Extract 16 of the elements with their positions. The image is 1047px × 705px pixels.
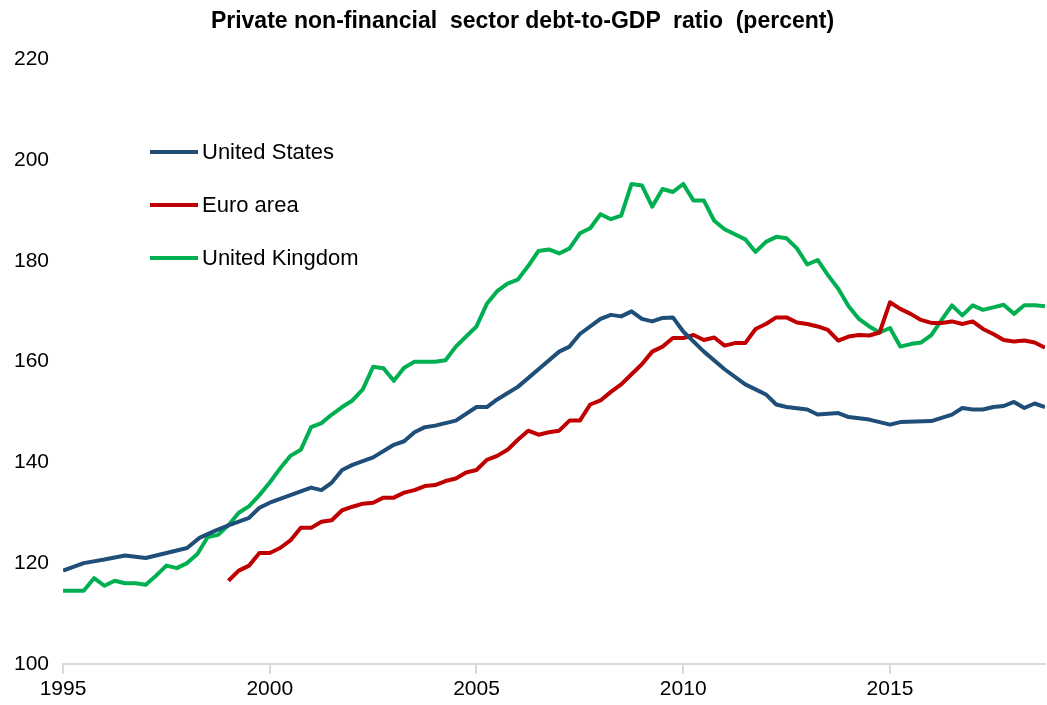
chart-title: Private non-financial sector debt-to-GDP ratio (percent) (210, 7, 835, 34)
y-tick-label: 200 (13, 147, 50, 171)
y-tick-label: 180 (13, 247, 50, 271)
legend-label: United States (202, 138, 335, 165)
x-tick-label: 2000 (246, 676, 294, 700)
x-tick-label: 2015 (866, 676, 914, 700)
y-tick-label: 160 (13, 348, 50, 372)
y-tick-label: 140 (13, 449, 50, 473)
x-tick-label: 2005 (453, 676, 500, 700)
y-tick-label: 120 (13, 549, 50, 573)
y-tick-label: 220 (13, 46, 50, 70)
x-tick-label: 1995 (39, 676, 87, 700)
legend-label: Euro area (202, 191, 299, 218)
legend-label: United Kingdom (202, 244, 359, 271)
x-tick-label: 2010 (659, 676, 707, 700)
y-tick-label: 100 (13, 650, 50, 674)
